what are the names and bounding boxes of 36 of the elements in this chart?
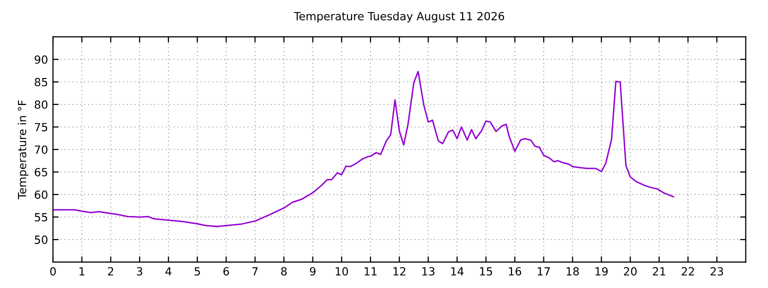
y-tick-label: 85	[34, 78, 48, 86]
x-tick-label: 23	[710, 267, 724, 276]
x-tick-label: 2	[108, 267, 114, 276]
y-tick-label: 90	[34, 55, 48, 64]
x-tick-label: 10	[336, 267, 348, 276]
x-tick-label: 21	[652, 267, 666, 276]
x-tick-label: 6	[223, 267, 230, 276]
line-series	[52, 70, 674, 228]
x-tick-label: 14	[451, 267, 464, 276]
x-tick-label: 11	[364, 267, 377, 276]
x-tick-label: 18	[566, 267, 579, 276]
y-tick-label: 50	[34, 236, 48, 244]
y-tick-label: 55	[34, 213, 48, 222]
x-tick-label: 7	[252, 267, 258, 276]
x-tick-label: 15	[480, 267, 492, 276]
x-tick-label: 12	[394, 267, 406, 276]
y-tick-label: 60	[34, 190, 48, 199]
x-tick-label: 0	[50, 267, 56, 276]
chart-title: Temperature Tuesday August 11 2026	[294, 12, 504, 23]
x-tick-label: 1	[80, 267, 84, 276]
x-tick-label: 20	[624, 267, 637, 276]
x-tick-label: 13	[422, 267, 434, 276]
x-tick-label: 3	[136, 267, 142, 276]
x-tick-label: 5	[194, 267, 200, 276]
y-tick-label: 80	[34, 100, 48, 109]
x-tick-label: 8	[281, 267, 287, 276]
x-tick-label: 17	[538, 267, 550, 276]
x-tick-label: 19	[596, 267, 608, 276]
x-tick-label: 4	[165, 267, 172, 276]
y-axis-title: Temperature in °F	[18, 100, 28, 200]
x-tick-label: 9	[310, 267, 316, 276]
x-tick-label: 22	[682, 267, 694, 276]
x-tick-label: 16	[508, 267, 522, 276]
y-tick-label: 70	[34, 145, 48, 154]
y-tick-label: 65	[34, 168, 48, 176]
y-tick-label: 75	[34, 123, 48, 132]
